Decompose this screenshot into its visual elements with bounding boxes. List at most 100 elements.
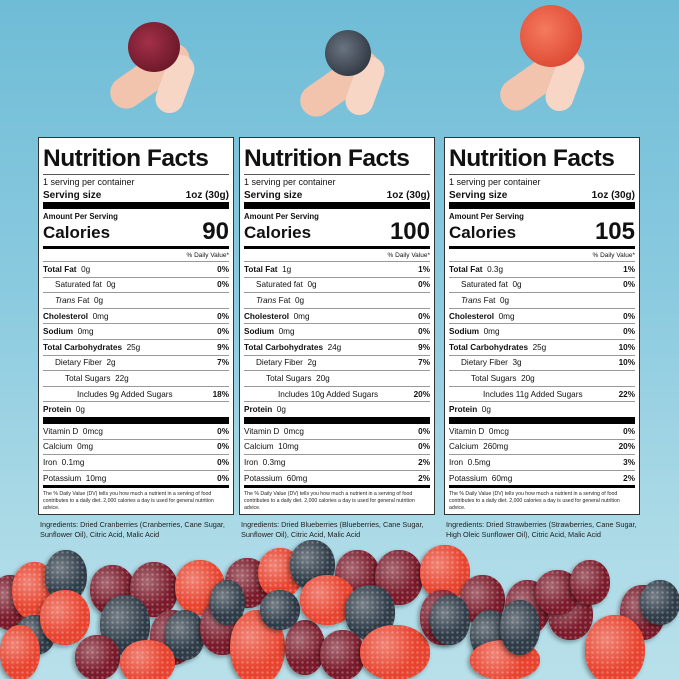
cranberry-candy [570, 560, 610, 605]
panel-title: Nutrition Facts [43, 144, 229, 175]
vitamin-row: Vitamin D 0mcg 0% [43, 424, 229, 440]
nutrient-name: Protein 0g [449, 405, 491, 414]
nutrient-name: Includes 10g Added Sugars [244, 390, 378, 399]
nutrient-label: Sodium [449, 327, 480, 337]
vitamin-row: Iron 0.5mg 3% [449, 455, 635, 471]
vitamin-rows: Vitamin D 0mcg 0% Calcium 0mg 0% Iron 0.1mg 0… [43, 424, 229, 485]
strawberry-candy [120, 640, 175, 679]
vitamin-label: Vitamin D [43, 426, 79, 436]
divider [244, 416, 430, 424]
vitamin-name: Potassium 60mg [244, 474, 307, 483]
ingredients: Ingredients: Dried Blueberries (Blueberr… [241, 520, 424, 539]
vitamin-label: Iron [43, 457, 58, 467]
vitamin-name: Vitamin D 0mcg [244, 427, 304, 436]
vitamin-name: Vitamin D 0mcg [43, 427, 103, 436]
strawberry-candy [40, 590, 90, 645]
nutrient-dv: 1% [623, 264, 635, 274]
nutrient-amount: 0g [307, 280, 317, 290]
amount-per-serving: Amount Per Serving [244, 212, 319, 221]
calories-row: Calories 105 [449, 218, 635, 245]
nutrient-label-suffix: Fat [75, 295, 90, 305]
nutrient-dv: 0% [217, 280, 229, 290]
divider [244, 485, 430, 489]
nutrient-row: Dietary Fiber 2g 7% [43, 356, 229, 372]
vitamin-amount: 10mg [85, 473, 107, 483]
nutrient-row: Protein 0g [244, 402, 430, 417]
nutrient-label: Total Fat [244, 264, 278, 274]
nutrient-row: Total Sugars 22g [43, 371, 229, 387]
nutrient-label: Total Sugars [471, 373, 517, 383]
calories-label: Calories [43, 223, 111, 242]
vitamin-dv: 0% [623, 426, 635, 436]
nutrient-row: Trans Fat 0g [449, 293, 635, 309]
nutrient-amount: 0g [75, 405, 85, 415]
vitamin-dv: 0% [217, 473, 229, 483]
nutrient-row: Includes 11g Added Sugars 22% [449, 387, 635, 403]
nutrient-name: Includes 11g Added Sugars [449, 390, 583, 399]
nutrient-row: Total Sugars 20g [449, 371, 635, 387]
vitamin-name: Iron 0.3mg [244, 458, 285, 467]
cranberry-candy [320, 630, 365, 679]
nutrient-label: Dietary Fiber [256, 358, 303, 368]
vitamin-amount: 0.1mg [61, 457, 85, 467]
nutrient-label: Includes 11g Added Sugars [483, 389, 583, 399]
nutrient-label: Trans [55, 295, 76, 305]
strawberry-candy [585, 615, 645, 679]
vitamin-label: Vitamin D [449, 426, 485, 436]
divider [43, 246, 229, 249]
nutrition-facts-panel: Nutrition Facts 1 serving per container … [239, 137, 435, 515]
vitamin-amount: 0mcg [488, 426, 509, 436]
vitamin-rows: Vitamin D 0mcg 0% Calcium 260mg 20% Iron 0.5… [449, 424, 635, 485]
vitamin-amount: 60mg [491, 473, 513, 483]
nutrient-dv: 7% [418, 358, 430, 368]
strawberry-candy [0, 625, 40, 679]
vitamin-dv: 0% [217, 442, 229, 452]
vitamin-name: Calcium 260mg [449, 442, 508, 451]
nutrient-amount: 0g [81, 264, 91, 274]
vitamin-name: Potassium 60mg [449, 474, 512, 483]
nutrient-amount: 0g [276, 405, 286, 415]
vitamin-row: Iron 0.1mg 0% [43, 455, 229, 471]
blueberry-candy [210, 580, 245, 625]
nutrient-name: Total Carbohydrates 25g [449, 343, 546, 352]
nutrient-label-suffix: Fat [481, 295, 496, 305]
nutrient-label: Cholesterol [244, 311, 290, 321]
ingredients: Ingredients: Dried Strawberries (Strawbe… [446, 520, 637, 539]
nutrient-amount: 0mg [278, 327, 295, 337]
serving-size-value: 1oz (30g) [185, 189, 229, 201]
vitamin-amount: 0.5mg [467, 457, 491, 467]
panel-title: Nutrition Facts [449, 144, 635, 175]
footnote: The % Daily Value (DV) tells you how muc… [244, 491, 415, 511]
nutrient-label: Total Sugars [266, 373, 312, 383]
vitamin-amount: 0mcg [283, 426, 304, 436]
calories-row: Calories 100 [244, 218, 430, 245]
nutrient-amount: 22g [115, 373, 129, 383]
ingredients: Ingredients: Dried Cranberries (Cranberr… [40, 520, 225, 539]
nutrient-amount: 20g [521, 373, 535, 383]
vitamin-row: Potassium 60mg 2% [244, 471, 430, 486]
nutrient-row: Trans Fat 0g [43, 293, 229, 309]
nutrient-name: Total Fat 0g [43, 265, 90, 274]
nutrient-name: Sodium 0mg [244, 327, 295, 336]
nutrient-name: Total Carbohydrates 25g [43, 343, 140, 352]
serving-size-value: 1oz (30g) [591, 189, 635, 201]
nutrient-amount: 1g [282, 264, 292, 274]
nutrient-row: Cholesterol 0mg 0% [244, 309, 430, 325]
nutrient-amount: 2g [106, 358, 116, 368]
nutrient-amount: 0g [500, 295, 510, 305]
vitamin-amount: 0mcg [82, 426, 103, 436]
nutrient-row: Dietary Fiber 3g 10% [449, 356, 635, 372]
hand-holding-cranberry [100, 0, 210, 140]
nutrient-name: Saturated fat 0g [244, 280, 317, 289]
nutrient-amount: 0mg [293, 311, 310, 321]
nutrient-amount: 24g [327, 342, 342, 352]
daily-value-header: % Daily Value* [43, 249, 229, 262]
nutrient-name: Dietary Fiber 2g [244, 358, 317, 367]
calories-value: 105 [594, 218, 635, 245]
nutrient-name: Total Fat 0.3g [449, 265, 503, 274]
nutrient-dv: 9% [217, 342, 229, 352]
nutrient-row: Sodium 0mg 0% [244, 324, 430, 340]
calories-value: 100 [389, 218, 430, 245]
nutrient-label: Dietary Fiber [55, 358, 102, 368]
vitamin-label: Iron [449, 457, 464, 467]
